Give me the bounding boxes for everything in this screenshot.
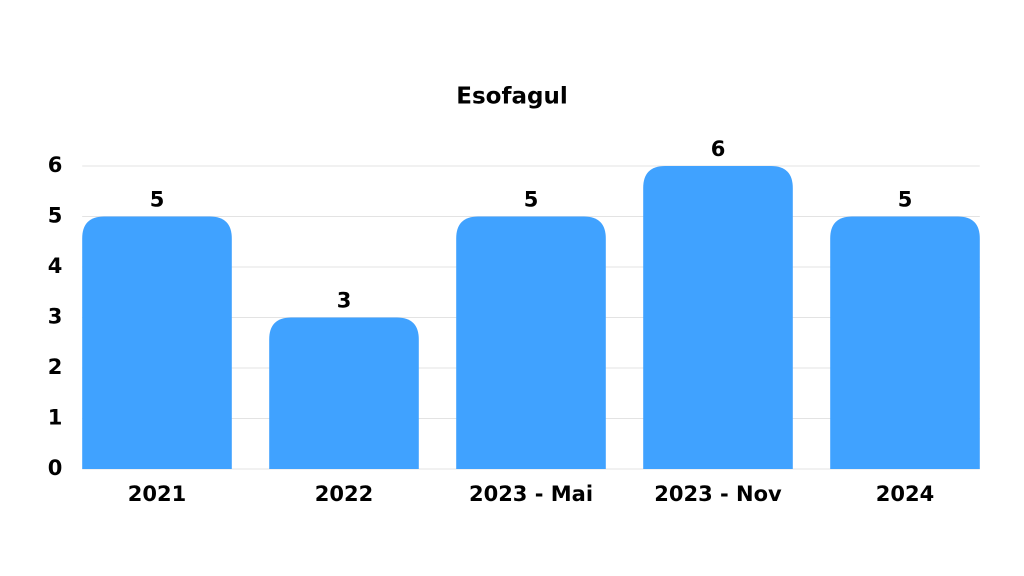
y-tick-label: 4 (48, 254, 63, 278)
y-tick-label: 3 (48, 305, 63, 329)
y-tick-label: 5 (48, 204, 63, 228)
chart-title: Esofagul (456, 84, 567, 110)
y-tick-label: 1 (48, 406, 63, 430)
data-label: 5 (150, 188, 165, 212)
y-tick-label: 2 (48, 355, 63, 379)
x-tick-label: 2023 - Mai (469, 482, 593, 506)
data-label: 6 (711, 137, 726, 161)
x-tick-label: 2024 (876, 482, 934, 506)
bar (456, 216, 606, 469)
x-tick-label: 2021 (128, 482, 186, 506)
y-tick-label: 0 (48, 456, 63, 480)
x-tick-label: 2022 (315, 482, 373, 506)
data-label: 5 (524, 188, 539, 212)
bar (82, 216, 232, 469)
data-label: 3 (337, 289, 352, 313)
data-label: 5 (898, 188, 913, 212)
bar (269, 317, 419, 469)
bar (830, 216, 980, 469)
y-tick-label: 6 (48, 153, 63, 177)
x-tick-label: 2023 - Nov (654, 482, 782, 506)
bar (643, 166, 793, 469)
